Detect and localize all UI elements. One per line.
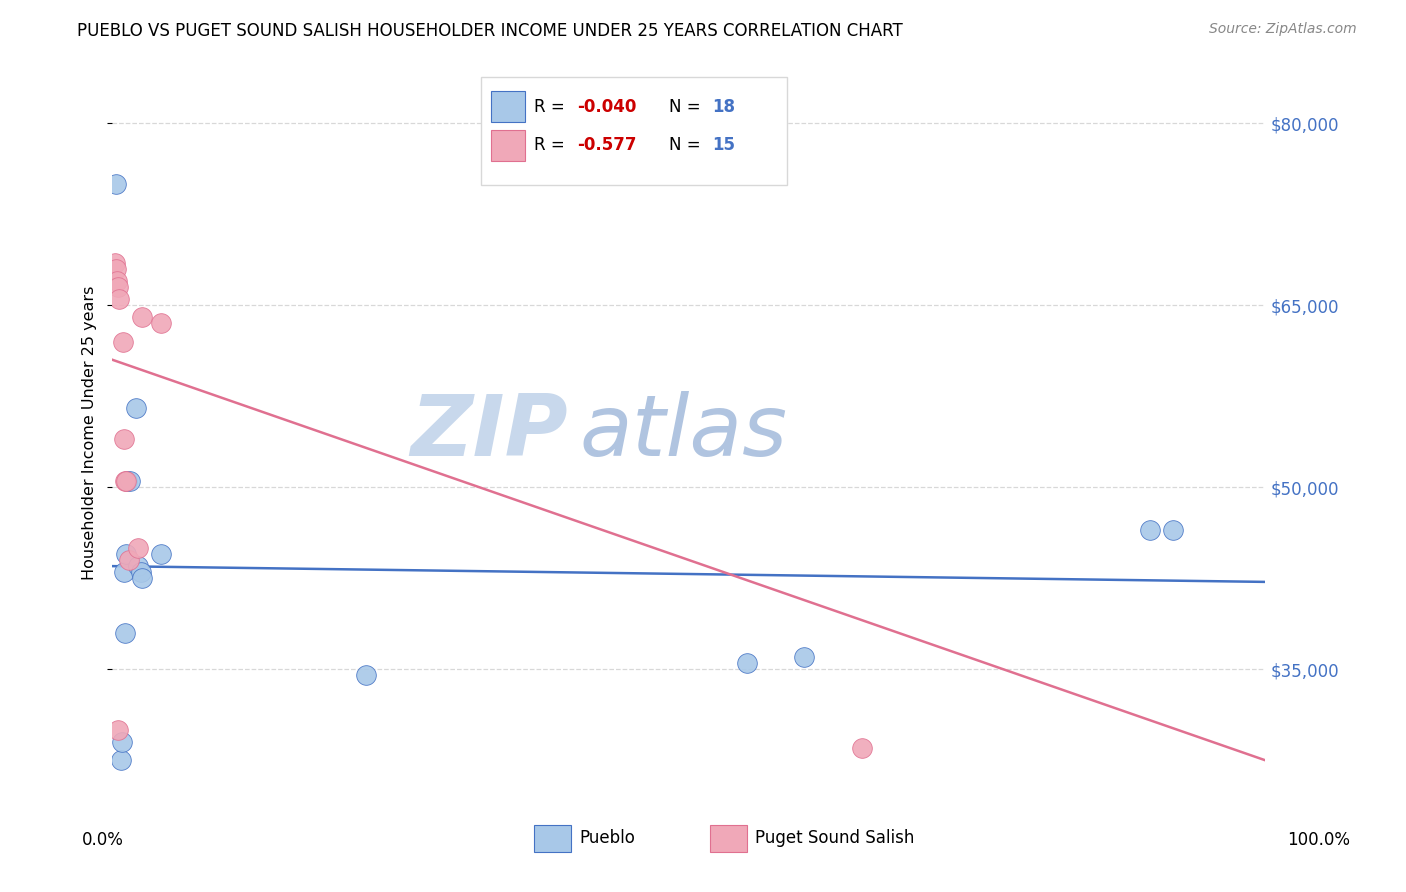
Text: Pueblo: Pueblo (579, 830, 636, 847)
Text: R =: R = (534, 98, 571, 116)
Text: PUEBLO VS PUGET SOUND SALISH HOUSEHOLDER INCOME UNDER 25 YEARS CORRELATION CHART: PUEBLO VS PUGET SOUND SALISH HOUSEHOLDER… (77, 22, 903, 40)
Point (793, 650, 815, 665)
Point (117, 553, 139, 567)
Point (149, 317, 172, 331)
Point (1139, 523, 1161, 537)
Point (124, 401, 146, 416)
Text: Puget Sound Salish: Puget Sound Salish (755, 830, 914, 847)
Point (129, 565, 153, 579)
Text: N =: N = (669, 136, 706, 154)
Point (851, 741, 873, 756)
Text: 18: 18 (711, 98, 735, 116)
Point (149, 547, 172, 561)
Point (127, 541, 149, 555)
Point (104, 261, 127, 276)
Y-axis label: Householder Income Under 25 years: Householder Income Under 25 years (82, 285, 97, 580)
Point (110, 753, 132, 767)
Text: 0.0%: 0.0% (82, 831, 124, 849)
Point (114, 474, 136, 488)
Point (112, 432, 135, 446)
Point (114, 626, 136, 640)
Point (107, 280, 129, 294)
Text: ZIP: ZIP (411, 391, 568, 475)
Text: 15: 15 (711, 136, 735, 154)
Text: Source: ZipAtlas.com: Source: ZipAtlas.com (1209, 22, 1357, 37)
Point (111, 735, 134, 749)
Point (118, 474, 141, 488)
Point (1161, 523, 1184, 537)
Text: -0.577: -0.577 (576, 136, 637, 154)
Point (111, 334, 134, 349)
Text: R =: R = (534, 136, 571, 154)
Point (131, 571, 153, 585)
Point (115, 474, 138, 488)
FancyBboxPatch shape (481, 78, 787, 185)
Point (108, 292, 131, 306)
Point (735, 657, 758, 671)
Point (105, 274, 128, 288)
Point (131, 310, 153, 325)
Point (115, 547, 138, 561)
Point (354, 668, 377, 682)
Point (104, 177, 127, 191)
Text: N =: N = (669, 98, 706, 116)
Point (117, 474, 139, 488)
Point (104, 256, 127, 270)
Point (112, 565, 135, 579)
Point (127, 559, 149, 574)
Text: -0.040: -0.040 (576, 98, 637, 116)
FancyBboxPatch shape (491, 91, 526, 122)
Text: atlas: atlas (579, 391, 787, 475)
FancyBboxPatch shape (491, 130, 526, 161)
Text: 100.0%: 100.0% (1286, 831, 1350, 849)
Point (107, 723, 129, 737)
